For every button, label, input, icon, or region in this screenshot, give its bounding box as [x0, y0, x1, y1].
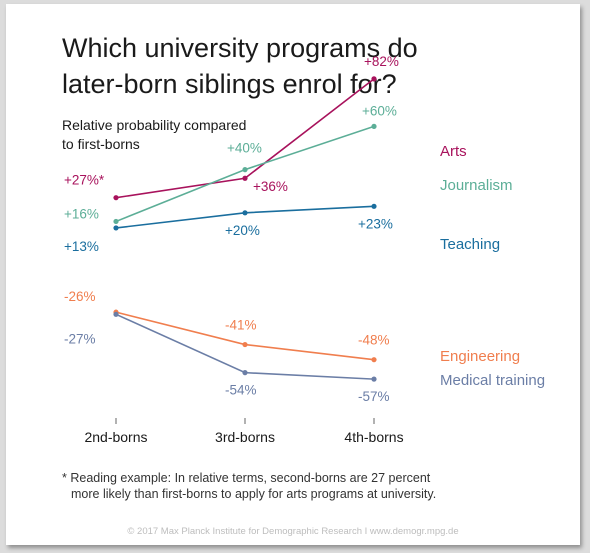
medical-training-value-label-2: -54% — [225, 383, 257, 398]
engineering-value-label-3: -48% — [358, 333, 390, 348]
teaching-value-label-2: +20% — [225, 223, 260, 238]
chart-title-line-2: later-born siblings enrol for? — [62, 69, 397, 99]
journalism-point-2 — [242, 167, 248, 173]
arts-value-label-3: +82% — [364, 54, 399, 69]
chart-title-line-1: Which university programs do — [62, 33, 418, 63]
journalism-point-1 — [113, 218, 119, 225]
x-tick-label-4th-borns: 4th-borns — [344, 429, 403, 445]
journalism-value-label-1: +16% — [64, 206, 99, 221]
chart-card: Which university programs do later-born … — [6, 4, 580, 545]
journalism-value-label-3: +60% — [362, 103, 397, 118]
arts-value-label-1: +27%* — [64, 173, 105, 188]
journalism-point-3 — [371, 123, 377, 129]
teaching-point-1 — [113, 225, 119, 231]
x-tick-label-2nd-borns: 2nd-borns — [84, 429, 147, 445]
credit-line: © 2017 Max Planck Institute for Demograp… — [127, 526, 459, 537]
teaching-point-2 — [242, 210, 248, 216]
teaching-value-label-3: +23% — [358, 216, 393, 231]
arts-point-3 — [371, 76, 377, 82]
line-chart: 2nd-borns 3rd-borns 4th-borns +27%* +36% +82%… — [64, 54, 545, 445]
chart-title: Which university programs do later-born … — [62, 30, 542, 102]
chart-subtitle-line-2: to first-borns — [62, 136, 140, 152]
medical-training-value-label-1: -27% — [64, 331, 96, 346]
arts-point-2 — [242, 175, 248, 181]
legend-engineering: Engineering — [440, 348, 520, 365]
legend-teaching: Teaching — [440, 236, 500, 253]
teaching-value-label-1: +13% — [64, 239, 99, 254]
medical-training-point-2 — [242, 370, 248, 376]
chart-subtitle: Relative probability compared to first-b… — [62, 116, 302, 154]
x-tick-label-3rd-borns: 3rd-borns — [215, 429, 275, 445]
legend-medical-training: Medical training — [440, 372, 545, 389]
footnote-line-1: * Reading example: In relative terms, se… — [62, 471, 431, 485]
medical-training-point-3 — [371, 376, 377, 382]
engineering-value-label-2: -41% — [225, 318, 257, 333]
footnote-line-2: more likely than first-borns to apply fo… — [71, 487, 437, 501]
teaching-point-3 — [371, 203, 377, 209]
engineering-value-label-1: -26% — [64, 289, 96, 304]
legend-journalism: Journalism — [440, 177, 513, 194]
footnote: * Reading example: In relative terms, se… — [62, 470, 542, 502]
engineering-point-2 — [242, 341, 248, 348]
engineering-point-3 — [371, 357, 377, 363]
medical-training-point-1 — [113, 311, 119, 317]
chart-subtitle-line-1: Relative probability compared — [62, 117, 247, 133]
medical-training-value-label-3: -57% — [358, 389, 390, 404]
legend-arts: Arts — [440, 143, 467, 160]
arts-point-1 — [113, 195, 119, 201]
journalism-value-label-2: +40% — [227, 141, 262, 156]
arts-value-label-2: +36% — [253, 179, 288, 194]
